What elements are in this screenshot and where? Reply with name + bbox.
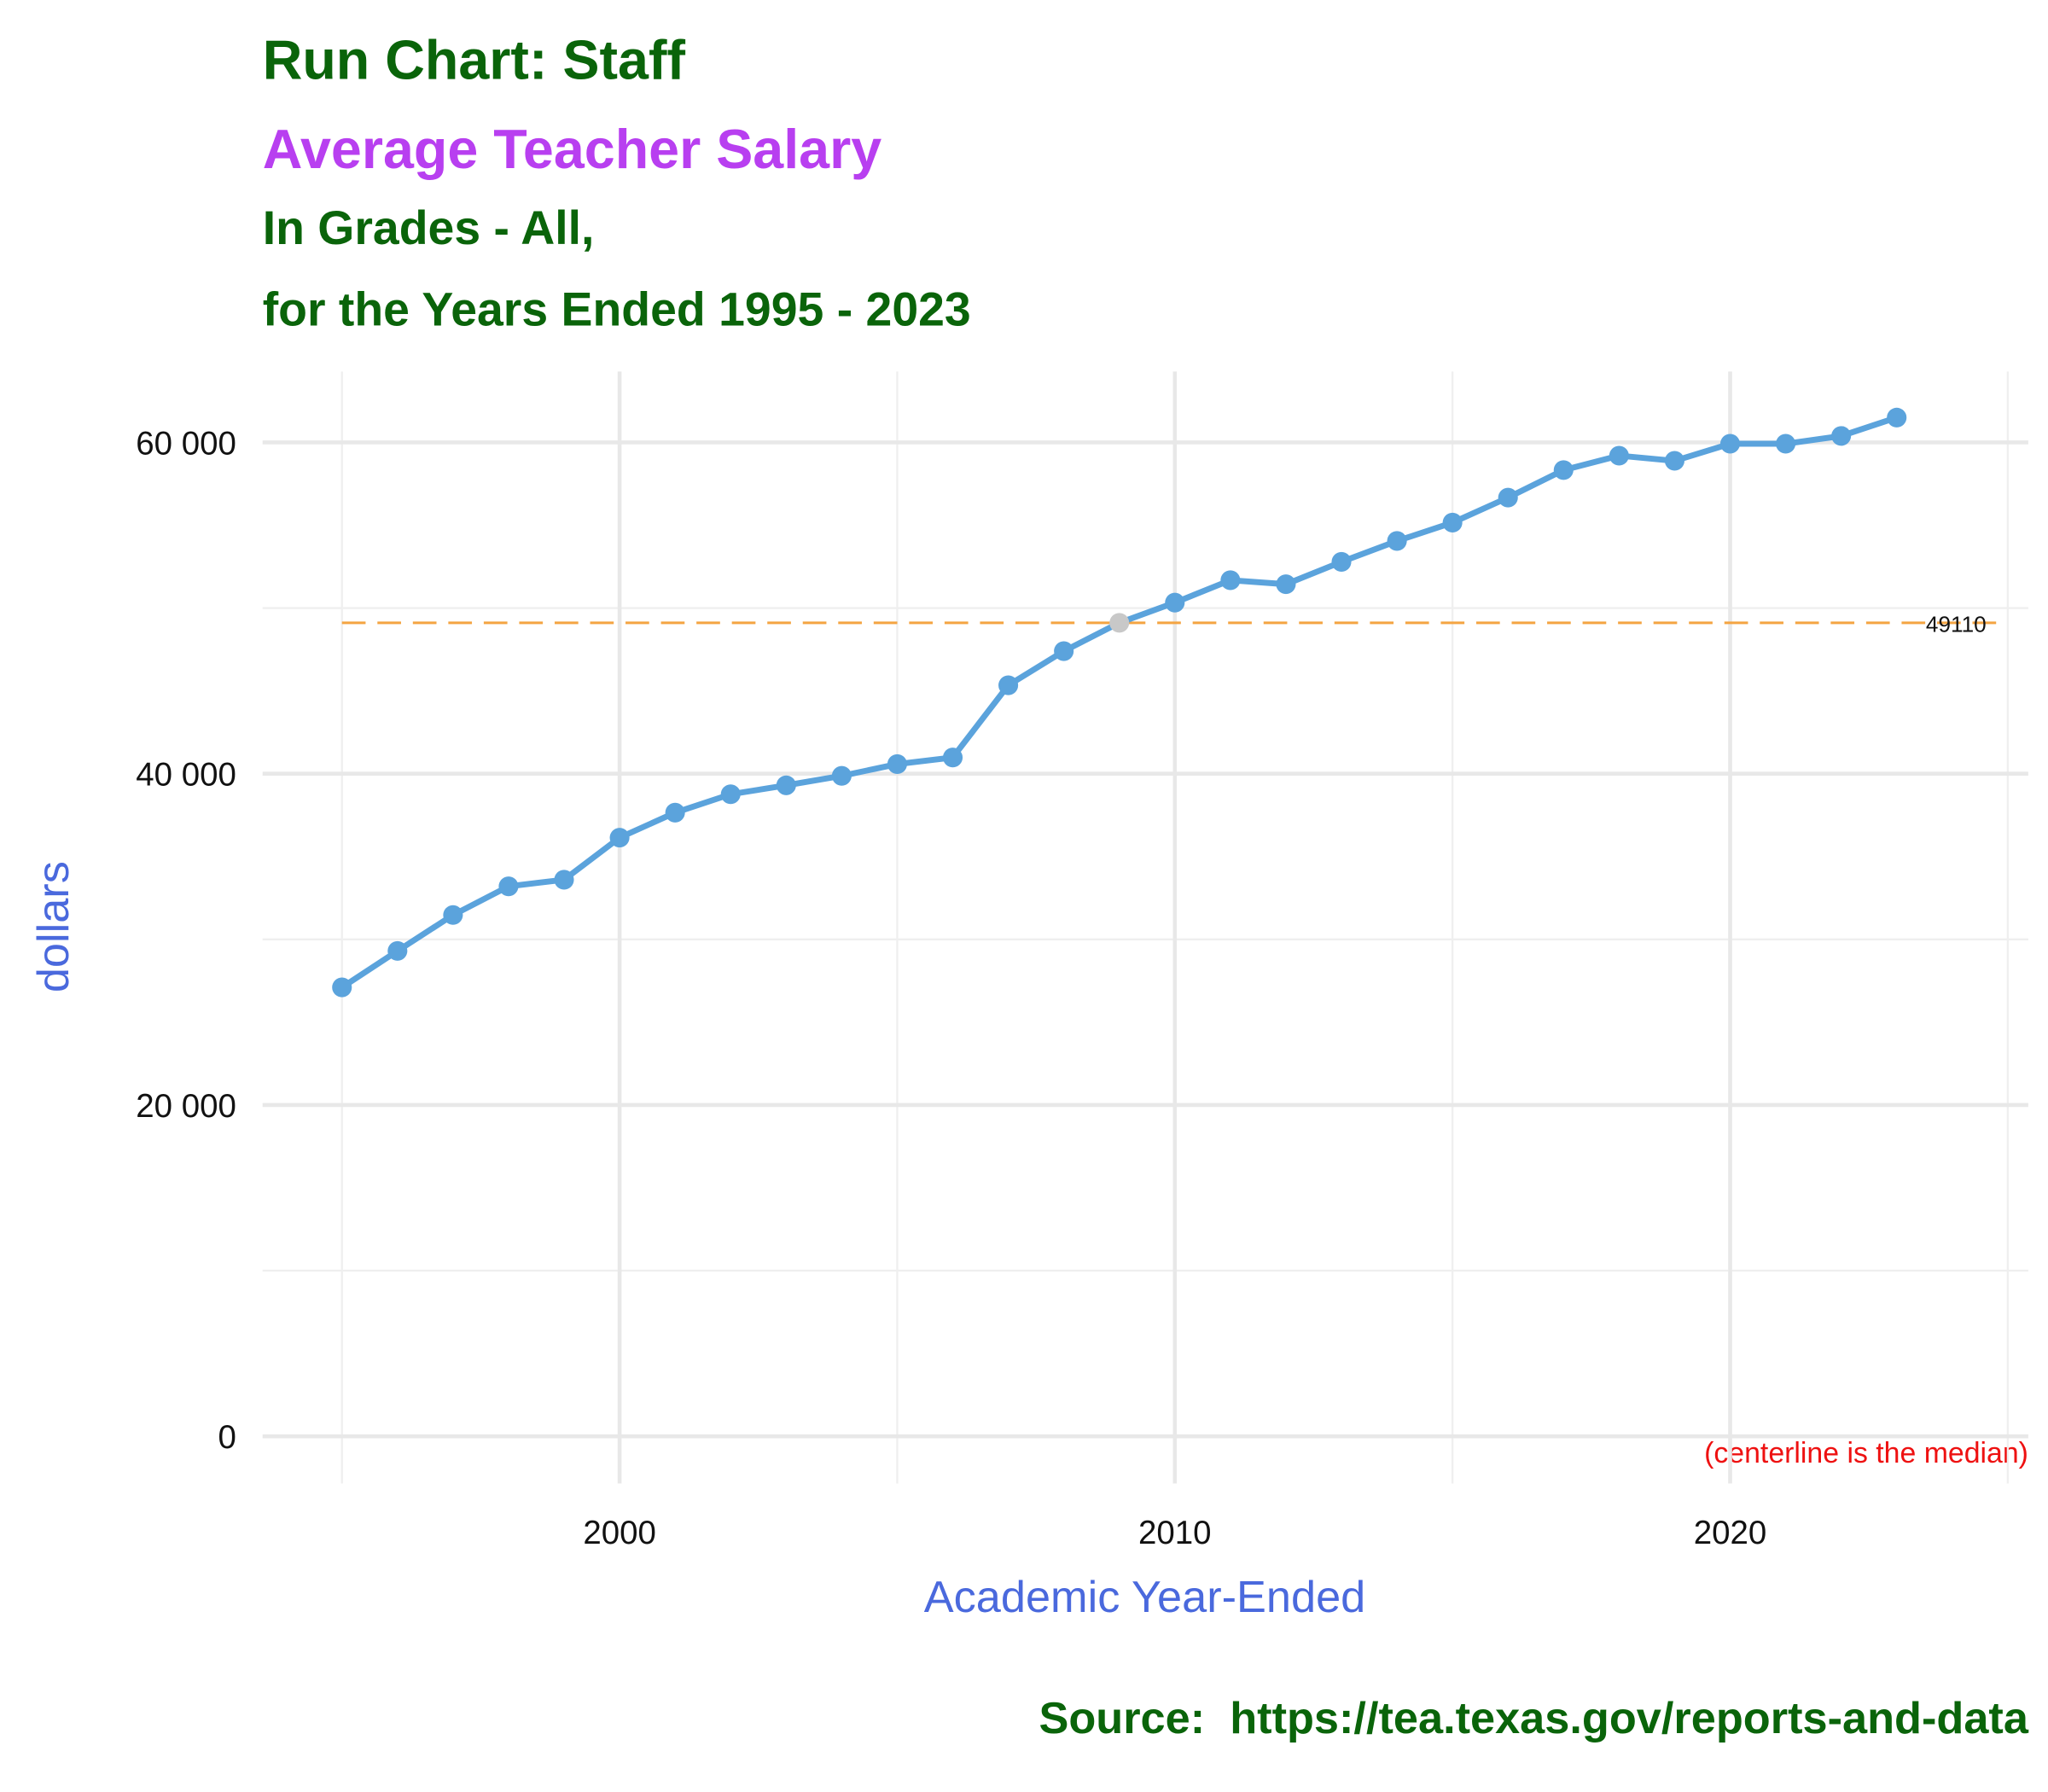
data-point: [1609, 445, 1629, 466]
y-tick-label: 40 000: [136, 757, 236, 794]
caption: Source: https://tea.texas.gov/reports-an…: [1039, 1694, 2028, 1743]
subtitle-line: In Grades - All,: [263, 201, 595, 254]
data-point: [1387, 531, 1407, 551]
data-point: [1109, 613, 1130, 633]
data-point: [554, 870, 574, 890]
y-axis-label: dollars: [29, 861, 79, 992]
data-point: [332, 977, 352, 998]
note: (centerline is the median): [1704, 1437, 2028, 1469]
data-point: [998, 675, 1019, 695]
data-point: [942, 748, 963, 768]
centerline-label: 49110: [1926, 612, 1987, 637]
data-point: [1831, 426, 1852, 446]
data-point: [1719, 433, 1741, 454]
data-point: [665, 802, 685, 823]
data-point: [1498, 487, 1518, 508]
chart-title: Run Chart: Staff: [263, 29, 686, 90]
data-point: [887, 753, 907, 774]
data-point: [1220, 570, 1241, 591]
data-point: [443, 905, 463, 925]
data-point: [831, 765, 852, 786]
data-point: [720, 784, 741, 805]
subtitle-line: for the Years Ended 1995 - 2023: [263, 283, 971, 336]
x-tick-label: 2020: [1694, 1515, 1767, 1551]
data-point: [1553, 460, 1574, 480]
data-point: [1276, 574, 1296, 595]
series-line: [340, 415, 1898, 990]
x-axis-label: Academic Year-Ended: [924, 1573, 1366, 1622]
data-point: [498, 876, 519, 897]
x-tick-label: 2000: [583, 1515, 656, 1551]
data-point: [1664, 451, 1684, 471]
data-point: [1054, 641, 1074, 661]
data-point: [1776, 433, 1796, 454]
data-point: [1887, 407, 1907, 428]
y-tick-label: 0: [218, 1419, 236, 1456]
x-tick-label: 2010: [1138, 1515, 1212, 1551]
y-tick-label: 60 000: [136, 425, 236, 462]
data-point: [609, 828, 630, 848]
chart-subtitle: Average Teacher Salary: [263, 119, 882, 180]
data-point: [1442, 512, 1463, 532]
data-point: [1331, 551, 1352, 572]
data-point: [387, 940, 408, 961]
data-point: [776, 775, 796, 795]
y-tick-label: 20 000: [136, 1088, 236, 1125]
data-point: [1165, 592, 1185, 613]
